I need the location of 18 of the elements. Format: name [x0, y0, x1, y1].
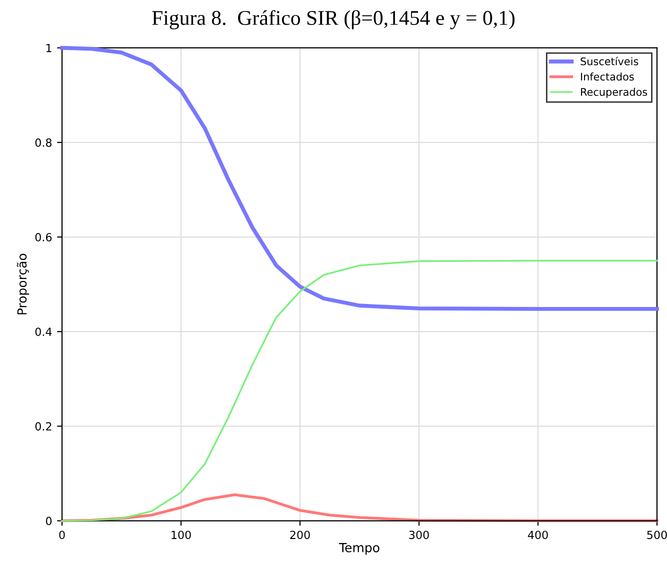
y-tick-label: 0.4: [35, 328, 52, 336]
chart-title: Figura 8. Gráfico SIR (β=0,1454 e y = 0,1): [152, 10, 515, 30]
y-tick-label: 0: [46, 516, 52, 526]
x-axis-title: Tempo: [338, 543, 380, 555]
x-tick-label: 100: [172, 530, 191, 540]
x-tick-label: 400: [528, 530, 548, 540]
legend-label: Suscetíveis: [580, 56, 638, 66]
legend-label: Recuperados: [581, 88, 648, 98]
x-tick-label: 500: [647, 530, 667, 540]
y-tick-label: 1: [46, 44, 52, 52]
x-tick-label: 0: [59, 530, 65, 540]
y-axis-title: Proporção: [16, 254, 30, 314]
y-tick-label: 0.6: [35, 233, 52, 242]
x-tick-label: 200: [290, 530, 310, 540]
x-tick-label: 300: [409, 530, 429, 540]
y-tick-label: 0.8: [35, 138, 52, 147]
y-tick-label: 0.2: [35, 422, 52, 431]
legend-label: Infectados: [581, 72, 634, 81]
